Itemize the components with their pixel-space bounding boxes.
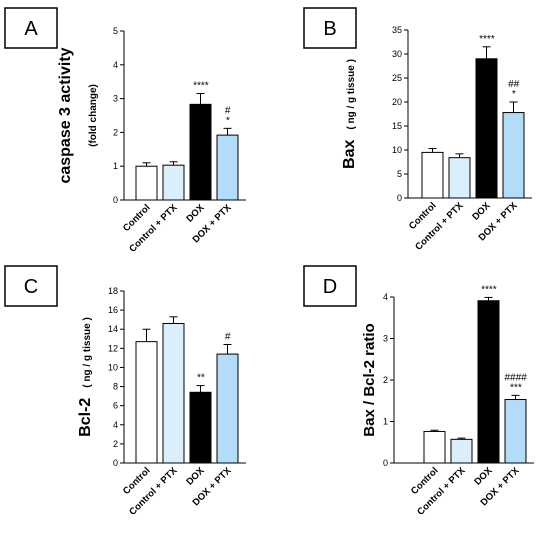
- bar-control: [135, 165, 158, 201]
- y-axis-label: Bax ( ng / g tissue ): [341, 59, 358, 169]
- bar-dox-ptx: [216, 353, 239, 464]
- x-tick-label: Control + PTX: [413, 200, 466, 253]
- bar-control-ptx: [450, 438, 473, 464]
- y-tick-label: 0: [397, 193, 402, 203]
- significance-hash-marker: #: [225, 105, 231, 116]
- y-tick-label: 4: [113, 60, 118, 70]
- y-tick-label: 12: [108, 343, 118, 353]
- bar-dox-ptx: [502, 112, 525, 199]
- bar-dox-ptx: [504, 399, 527, 464]
- bar-dox: [189, 391, 212, 464]
- y-tick-label: 1: [383, 417, 388, 427]
- y-tick-label: 0: [113, 195, 118, 205]
- y-tick-label: 25: [392, 73, 402, 83]
- panel-label: D: [323, 276, 337, 298]
- panel-label-box: [303, 265, 357, 307]
- significance-marker: *: [512, 89, 517, 100]
- panel-label-box: [303, 7, 357, 49]
- bar-dox: [189, 103, 212, 201]
- x-tick-label: DOX: [184, 202, 207, 225]
- y-tick-label: 5: [397, 169, 402, 179]
- significance-hash-marker: #: [225, 332, 231, 343]
- y-axis-label-main: Bax: [341, 140, 358, 169]
- panel-label: B: [323, 18, 336, 40]
- y-tick-label: 16: [108, 305, 118, 315]
- y-tick-label: 4: [113, 420, 118, 430]
- significance-marker: ****: [193, 81, 210, 92]
- y-tick-label: 10: [392, 145, 402, 155]
- x-tick-label: DOX: [470, 200, 493, 223]
- y-axis-label: Bax / Bcl-2 ratio: [361, 323, 378, 436]
- y-tick-label: 15: [392, 121, 402, 131]
- y-tick-label: 35: [392, 25, 402, 35]
- y-tick-label: 6: [113, 401, 118, 411]
- panel-label: A: [24, 18, 38, 40]
- y-tick-label: 10: [108, 362, 118, 372]
- bar-control: [421, 151, 444, 199]
- y-tick-label: 5: [113, 26, 118, 36]
- y-tick-label: 3: [383, 334, 388, 344]
- y-tick-label: 8: [113, 382, 118, 392]
- bar-dox-ptx: [216, 134, 239, 201]
- y-tick-label: 30: [392, 49, 402, 59]
- bar-dox: [477, 300, 500, 464]
- x-tick-label: Control + PTX: [127, 202, 180, 255]
- bar-control-ptx: [162, 322, 185, 464]
- bar-control-ptx: [448, 157, 471, 199]
- y-tick-label: 14: [108, 324, 118, 334]
- bar-dox: [475, 58, 498, 199]
- significance-marker: ****: [479, 34, 496, 45]
- significance-marker: **: [197, 373, 206, 384]
- bar-control: [135, 341, 158, 464]
- panel-label: C: [24, 276, 38, 298]
- x-tick-label: Control + PTX: [127, 465, 180, 518]
- x-tick-label: DOX: [472, 465, 495, 488]
- y-tick-label: 3: [113, 94, 118, 104]
- bar-control: [423, 430, 446, 464]
- significance-marker: *: [226, 115, 231, 126]
- panel-label-box: [4, 265, 58, 307]
- y-tick-label: 0: [383, 458, 388, 468]
- x-tick-label: DOX: [184, 465, 207, 488]
- y-axis-label-unit: ( ng / g tissue ): [82, 317, 93, 388]
- y-axis-label: Bcl-2 ( ng / g tissue ): [77, 317, 94, 437]
- y-tick-label: 2: [113, 127, 118, 137]
- y-axis-label-unit: ( ng / g tissue ): [346, 59, 357, 130]
- y-axis-label-unit: (fold change): [88, 84, 99, 147]
- significance-marker: ***: [510, 382, 523, 393]
- y-axis-label-main: Bcl-2: [77, 398, 94, 437]
- y-tick-label: 0: [113, 458, 118, 468]
- y-tick-label: 2: [383, 375, 388, 385]
- significance-hash-marker: ####: [504, 372, 527, 383]
- y-tick-label: 1: [113, 161, 118, 171]
- y-tick-label: 20: [392, 97, 402, 107]
- y-axis-label: caspase 3 activity: [57, 47, 74, 183]
- bar-control-ptx: [162, 164, 185, 201]
- panel-label-box: [4, 7, 58, 49]
- y-tick-label: 2: [113, 439, 118, 449]
- x-tick-label: Control + PTX: [415, 465, 468, 518]
- significance-marker: ****: [481, 284, 498, 295]
- significance-hash-marker: ##: [508, 79, 520, 90]
- y-tick-label: 4: [383, 292, 388, 302]
- y-tick-label: 18: [108, 286, 118, 296]
